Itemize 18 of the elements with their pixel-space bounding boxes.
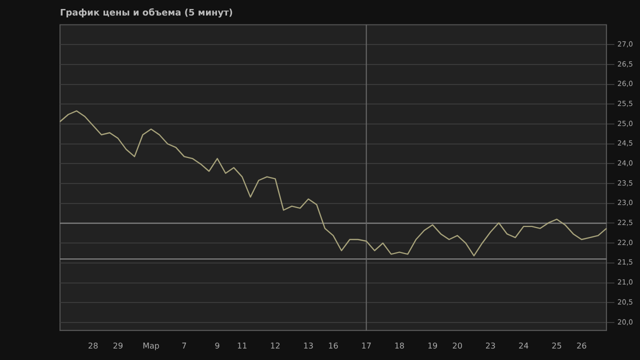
x-tick-label: 29 (112, 341, 124, 350)
x-tick-label: Мар (142, 341, 160, 350)
x-tick-label: 18 (394, 341, 405, 350)
x-tick-label: 25 (552, 341, 562, 350)
x-tick-label: 23 (485, 341, 496, 350)
x-tick-label: 13 (303, 341, 314, 350)
x-tick-label: 7 (182, 341, 187, 350)
x-tick-label: 24 (518, 341, 529, 350)
chart-title: График цены и объема (5 минут) (60, 8, 233, 19)
x-tick-label: 20 (452, 341, 462, 350)
x-tick-label: 26 (576, 341, 587, 350)
x-tick-label: 16 (328, 341, 338, 350)
x-tick-label: 28 (88, 341, 98, 350)
x-tick-label: 17 (361, 341, 372, 350)
x-tick-label: 9 (214, 341, 220, 350)
x-tick-label: 19 (427, 341, 438, 350)
x-tick-label: 11 (237, 341, 248, 350)
x-tick-label: 12 (270, 341, 280, 350)
